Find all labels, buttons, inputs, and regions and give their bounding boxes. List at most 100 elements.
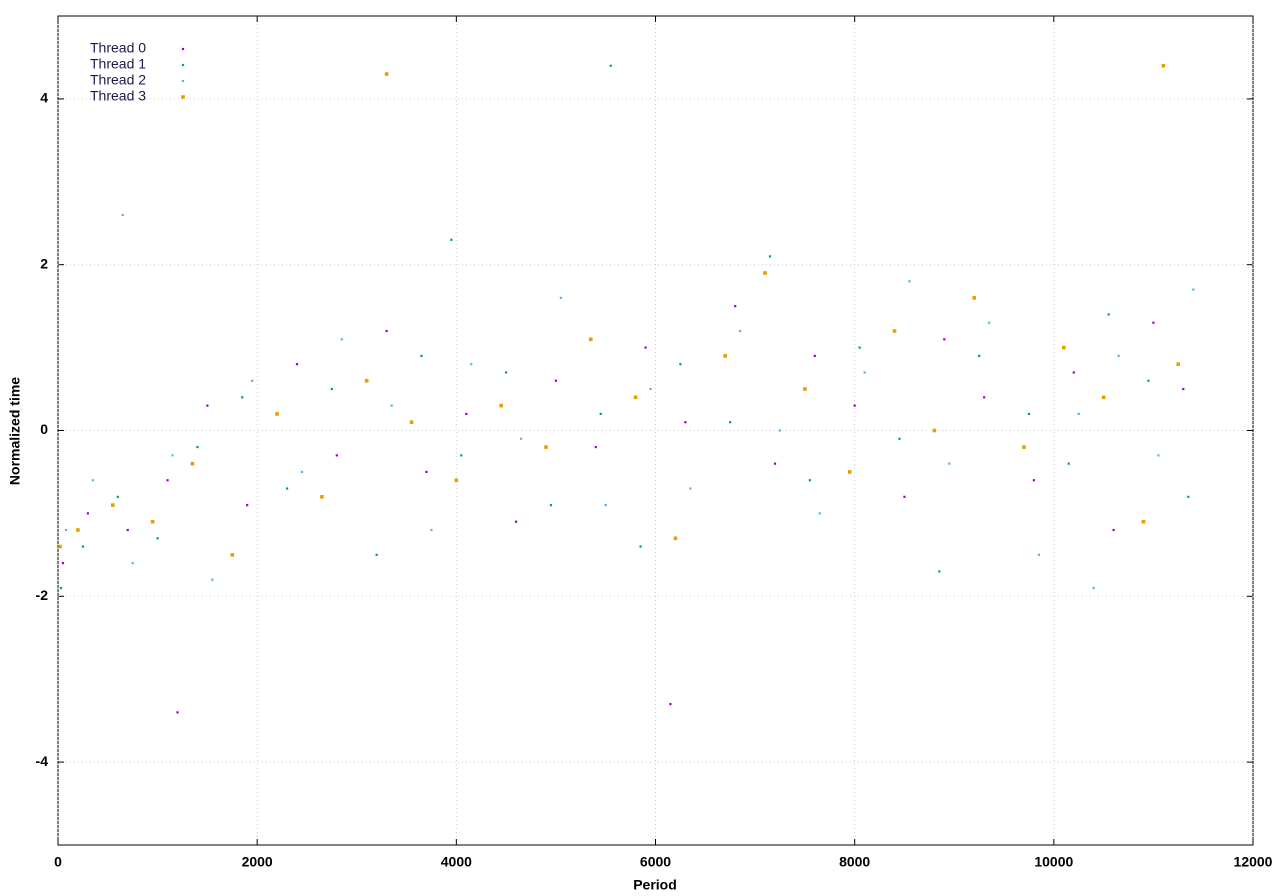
point — [633, 395, 638, 400]
point — [768, 255, 772, 258]
point — [1141, 519, 1146, 524]
point — [673, 536, 678, 541]
point — [514, 520, 518, 523]
point — [1152, 321, 1155, 324]
legend-marker — [181, 63, 185, 67]
point — [300, 470, 304, 474]
point — [669, 702, 672, 706]
point — [1192, 288, 1195, 291]
point — [978, 354, 981, 357]
point — [126, 528, 129, 532]
legend-marker — [181, 47, 185, 51]
point — [1157, 454, 1160, 457]
point — [1032, 479, 1036, 482]
x-tick-label: 4000 — [441, 854, 472, 870]
point — [908, 280, 911, 283]
point — [609, 64, 612, 67]
point — [454, 478, 459, 483]
point — [81, 545, 84, 548]
point — [285, 487, 289, 490]
point — [1182, 387, 1185, 391]
point — [505, 371, 508, 374]
point — [171, 454, 174, 457]
y-axis-title: Normalized time — [7, 377, 23, 485]
y-tick-label: 2 — [40, 255, 48, 271]
point — [773, 462, 777, 465]
point — [858, 346, 861, 349]
point — [230, 553, 235, 557]
point — [544, 445, 548, 449]
point — [211, 578, 214, 581]
point — [1067, 462, 1070, 465]
x-tick-label: 0 — [54, 854, 62, 870]
point — [64, 528, 68, 532]
point — [86, 512, 89, 515]
point — [176, 711, 179, 714]
point — [390, 404, 393, 407]
point — [1176, 362, 1181, 366]
point — [938, 570, 941, 573]
legend-label: Thread 0 — [90, 40, 146, 56]
point — [988, 321, 991, 324]
point — [803, 387, 807, 391]
point — [166, 479, 169, 482]
point — [983, 396, 986, 399]
point — [420, 354, 423, 357]
point — [1161, 63, 1166, 68]
point — [499, 403, 503, 408]
x-tick-label: 10000 — [1034, 854, 1073, 870]
point — [59, 586, 63, 590]
point — [739, 329, 742, 333]
point — [375, 553, 378, 556]
point — [604, 504, 607, 507]
point — [251, 379, 254, 382]
legend-marker — [181, 95, 185, 99]
x-tick-label: 2000 — [242, 854, 273, 870]
point — [335, 454, 338, 457]
point — [275, 412, 279, 416]
point — [110, 503, 115, 507]
point — [734, 305, 737, 308]
point — [61, 562, 65, 565]
point — [1061, 345, 1066, 350]
y-tick-label: -2 — [36, 587, 49, 603]
point — [588, 337, 593, 342]
point — [425, 470, 428, 474]
point — [649, 387, 652, 391]
point — [116, 495, 119, 498]
point — [972, 296, 976, 300]
point — [778, 429, 782, 432]
x-tick-label: 6000 — [640, 854, 671, 870]
point — [1092, 586, 1095, 590]
point — [196, 445, 199, 449]
legend-label: Thread 3 — [90, 88, 146, 104]
point — [1112, 528, 1115, 532]
point — [594, 445, 597, 449]
point — [1077, 412, 1080, 416]
x-tick-label: 8000 — [839, 854, 870, 870]
point — [948, 462, 951, 465]
point — [460, 454, 463, 457]
point — [409, 420, 414, 425]
legend-label: Thread 2 — [90, 72, 146, 88]
point — [813, 354, 816, 357]
point — [679, 363, 682, 366]
point — [684, 421, 687, 424]
point — [639, 545, 642, 548]
x-tick-label: 12000 — [1234, 854, 1273, 870]
point — [1117, 354, 1120, 357]
point — [246, 504, 249, 507]
point — [190, 461, 195, 466]
point — [818, 512, 821, 515]
point — [330, 387, 333, 391]
point — [903, 495, 906, 498]
point — [943, 338, 946, 341]
point — [1072, 371, 1075, 374]
legend-label: Thread 1 — [90, 56, 146, 72]
point — [450, 238, 453, 241]
point — [206, 404, 209, 407]
point — [723, 354, 728, 358]
y-tick-label: 0 — [40, 421, 48, 437]
point — [689, 487, 692, 490]
point — [729, 421, 732, 424]
